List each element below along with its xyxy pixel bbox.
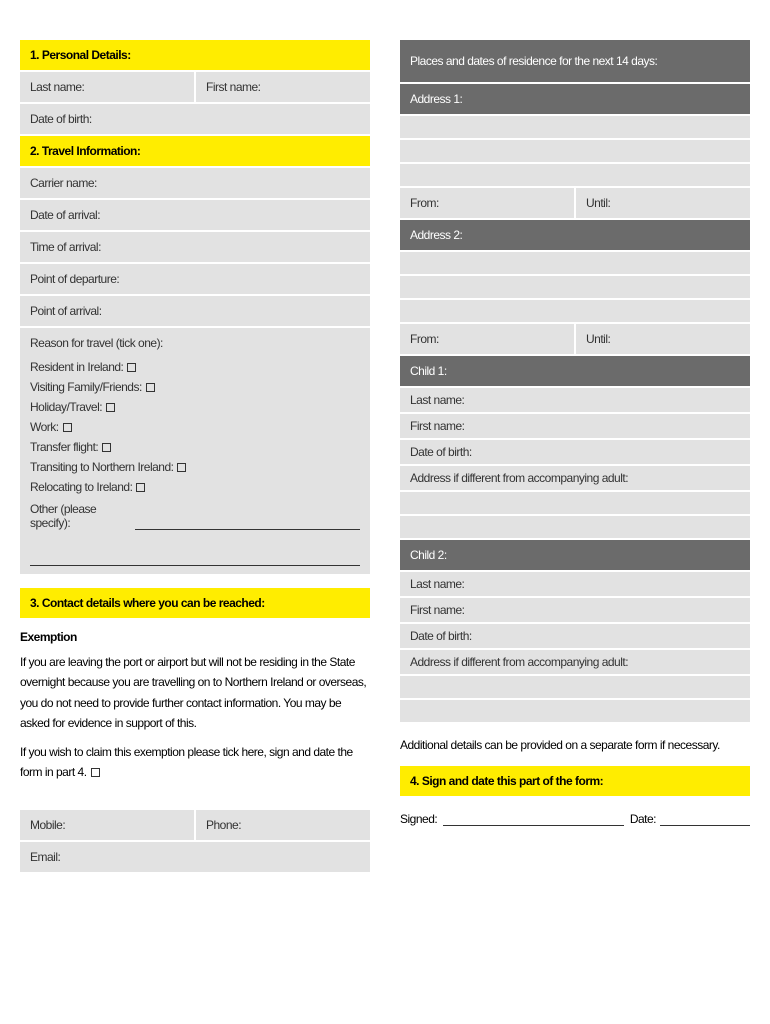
date-label: Date: bbox=[630, 812, 656, 826]
dob-field[interactable]: Date of birth: bbox=[20, 104, 370, 134]
checkbox-icon[interactable] bbox=[146, 383, 155, 392]
reason-transfer[interactable]: Transfer flight: bbox=[30, 440, 360, 454]
checkbox-icon[interactable] bbox=[127, 363, 136, 372]
child1-address-line2[interactable] bbox=[400, 516, 750, 538]
address2-until[interactable]: Until: bbox=[576, 324, 750, 354]
address2-line3[interactable] bbox=[400, 300, 750, 322]
phone-row: Mobile: Phone: bbox=[20, 810, 370, 840]
mobile-field[interactable]: Mobile: bbox=[20, 810, 194, 840]
child1-address[interactable]: Address if different from accompanying a… bbox=[400, 466, 750, 490]
date-line[interactable] bbox=[660, 812, 750, 826]
child2-firstname[interactable]: First name: bbox=[400, 598, 750, 622]
checkbox-icon[interactable] bbox=[91, 768, 100, 777]
child2-address-line1[interactable] bbox=[400, 676, 750, 698]
section1-header: 1. Personal Details: bbox=[20, 40, 370, 70]
reason-transiting[interactable]: Transiting to Northern Ireland: bbox=[30, 460, 360, 474]
address1-until[interactable]: Until: bbox=[576, 188, 750, 218]
child1-firstname[interactable]: First name: bbox=[400, 414, 750, 438]
signed-label: Signed: bbox=[400, 812, 437, 826]
checkbox-icon[interactable] bbox=[106, 403, 115, 412]
child1-address-line1[interactable] bbox=[400, 492, 750, 514]
reason-label: Reason for travel (tick one): bbox=[30, 336, 360, 350]
address1-line3[interactable] bbox=[400, 164, 750, 186]
underline bbox=[30, 548, 360, 566]
checkbox-icon[interactable] bbox=[102, 443, 111, 452]
address2-line1[interactable] bbox=[400, 252, 750, 274]
child1-lastname[interactable]: Last name: bbox=[400, 388, 750, 412]
exemption-para2: If you wish to claim this exemption plea… bbox=[20, 742, 370, 783]
reason-holiday[interactable]: Holiday/Travel: bbox=[30, 400, 360, 414]
right-column: Places and dates of residence for the ne… bbox=[400, 40, 750, 872]
signature-row: Signed: Date: bbox=[400, 812, 750, 826]
checkbox-icon[interactable] bbox=[177, 463, 186, 472]
reason-visiting[interactable]: Visiting Family/Friends: bbox=[30, 380, 360, 394]
section2-header: 2. Travel Information: bbox=[20, 136, 370, 166]
residence-header: Places and dates of residence for the ne… bbox=[400, 40, 750, 82]
last-name-field[interactable]: Last name: bbox=[20, 72, 194, 102]
checkbox-icon[interactable] bbox=[63, 423, 72, 432]
child2-address-line2[interactable] bbox=[400, 700, 750, 722]
reason-relocating[interactable]: Relocating to Ireland: bbox=[30, 480, 360, 494]
exemption-para1: If you are leaving the port or airport b… bbox=[20, 652, 370, 734]
reason-resident[interactable]: Resident in Ireland: bbox=[30, 360, 360, 374]
exemption-title: Exemption bbox=[20, 630, 370, 644]
phone-field[interactable]: Phone: bbox=[196, 810, 370, 840]
address1-dates: From: Until: bbox=[400, 188, 750, 218]
address1-line2[interactable] bbox=[400, 140, 750, 162]
address1-line1[interactable] bbox=[400, 116, 750, 138]
other-specify[interactable]: Other (please specify): bbox=[30, 502, 360, 530]
first-name-field[interactable]: First name: bbox=[196, 72, 370, 102]
child2-header: Child 2: bbox=[400, 540, 750, 570]
section4-header: 4. Sign and date this part of the form: bbox=[400, 766, 750, 796]
email-field[interactable]: Email: bbox=[20, 842, 370, 872]
address2-line2[interactable] bbox=[400, 276, 750, 298]
section3-header: 3. Contact details where you can be reac… bbox=[20, 588, 370, 618]
child2-lastname[interactable]: Last name: bbox=[400, 572, 750, 596]
left-column: 1. Personal Details: Last name: First na… bbox=[20, 40, 370, 872]
checkbox-icon[interactable] bbox=[136, 483, 145, 492]
address2-header: Address 2: bbox=[400, 220, 750, 250]
name-row: Last name: First name: bbox=[20, 72, 370, 102]
address1-header: Address 1: bbox=[400, 84, 750, 114]
point-departure-field[interactable]: Point of departure: bbox=[20, 264, 370, 294]
carrier-name-field[interactable]: Carrier name: bbox=[20, 168, 370, 198]
reason-travel-section: Reason for travel (tick one): Resident i… bbox=[20, 328, 370, 574]
footer-note: Additional details can be provided on a … bbox=[400, 738, 750, 752]
reason-work[interactable]: Work: bbox=[30, 420, 360, 434]
signature-line[interactable] bbox=[443, 812, 624, 826]
exemption-section: Exemption If you are leaving the port or… bbox=[20, 618, 370, 794]
child1-header: Child 1: bbox=[400, 356, 750, 386]
address2-from[interactable]: From: bbox=[400, 324, 574, 354]
time-arrival-field[interactable]: Time of arrival: bbox=[20, 232, 370, 262]
address2-dates: From: Until: bbox=[400, 324, 750, 354]
date-arrival-field[interactable]: Date of arrival: bbox=[20, 200, 370, 230]
form-container: 1. Personal Details: Last name: First na… bbox=[20, 40, 750, 872]
child2-dob[interactable]: Date of birth: bbox=[400, 624, 750, 648]
child1-dob[interactable]: Date of birth: bbox=[400, 440, 750, 464]
child2-address[interactable]: Address if different from accompanying a… bbox=[400, 650, 750, 674]
address1-from[interactable]: From: bbox=[400, 188, 574, 218]
point-arrival-field[interactable]: Point of arrival: bbox=[20, 296, 370, 326]
